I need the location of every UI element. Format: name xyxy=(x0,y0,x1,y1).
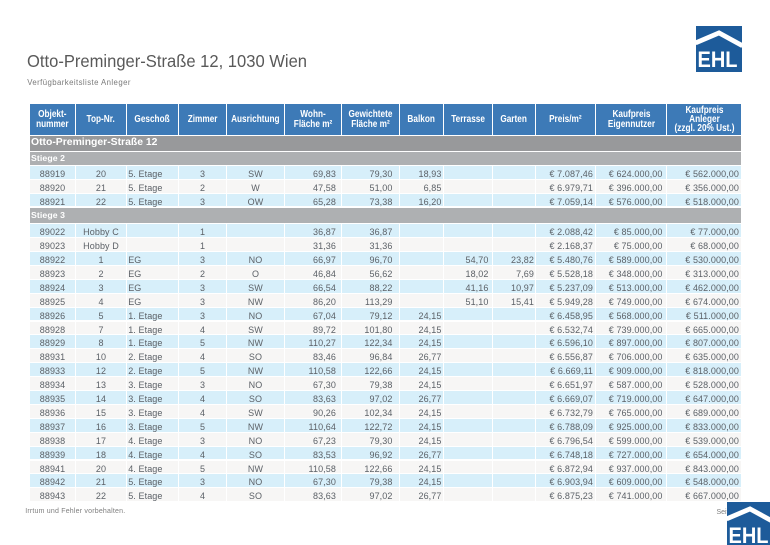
svg-text:EHL: EHL xyxy=(729,523,769,545)
svg-text:EHL: EHL xyxy=(698,47,738,72)
